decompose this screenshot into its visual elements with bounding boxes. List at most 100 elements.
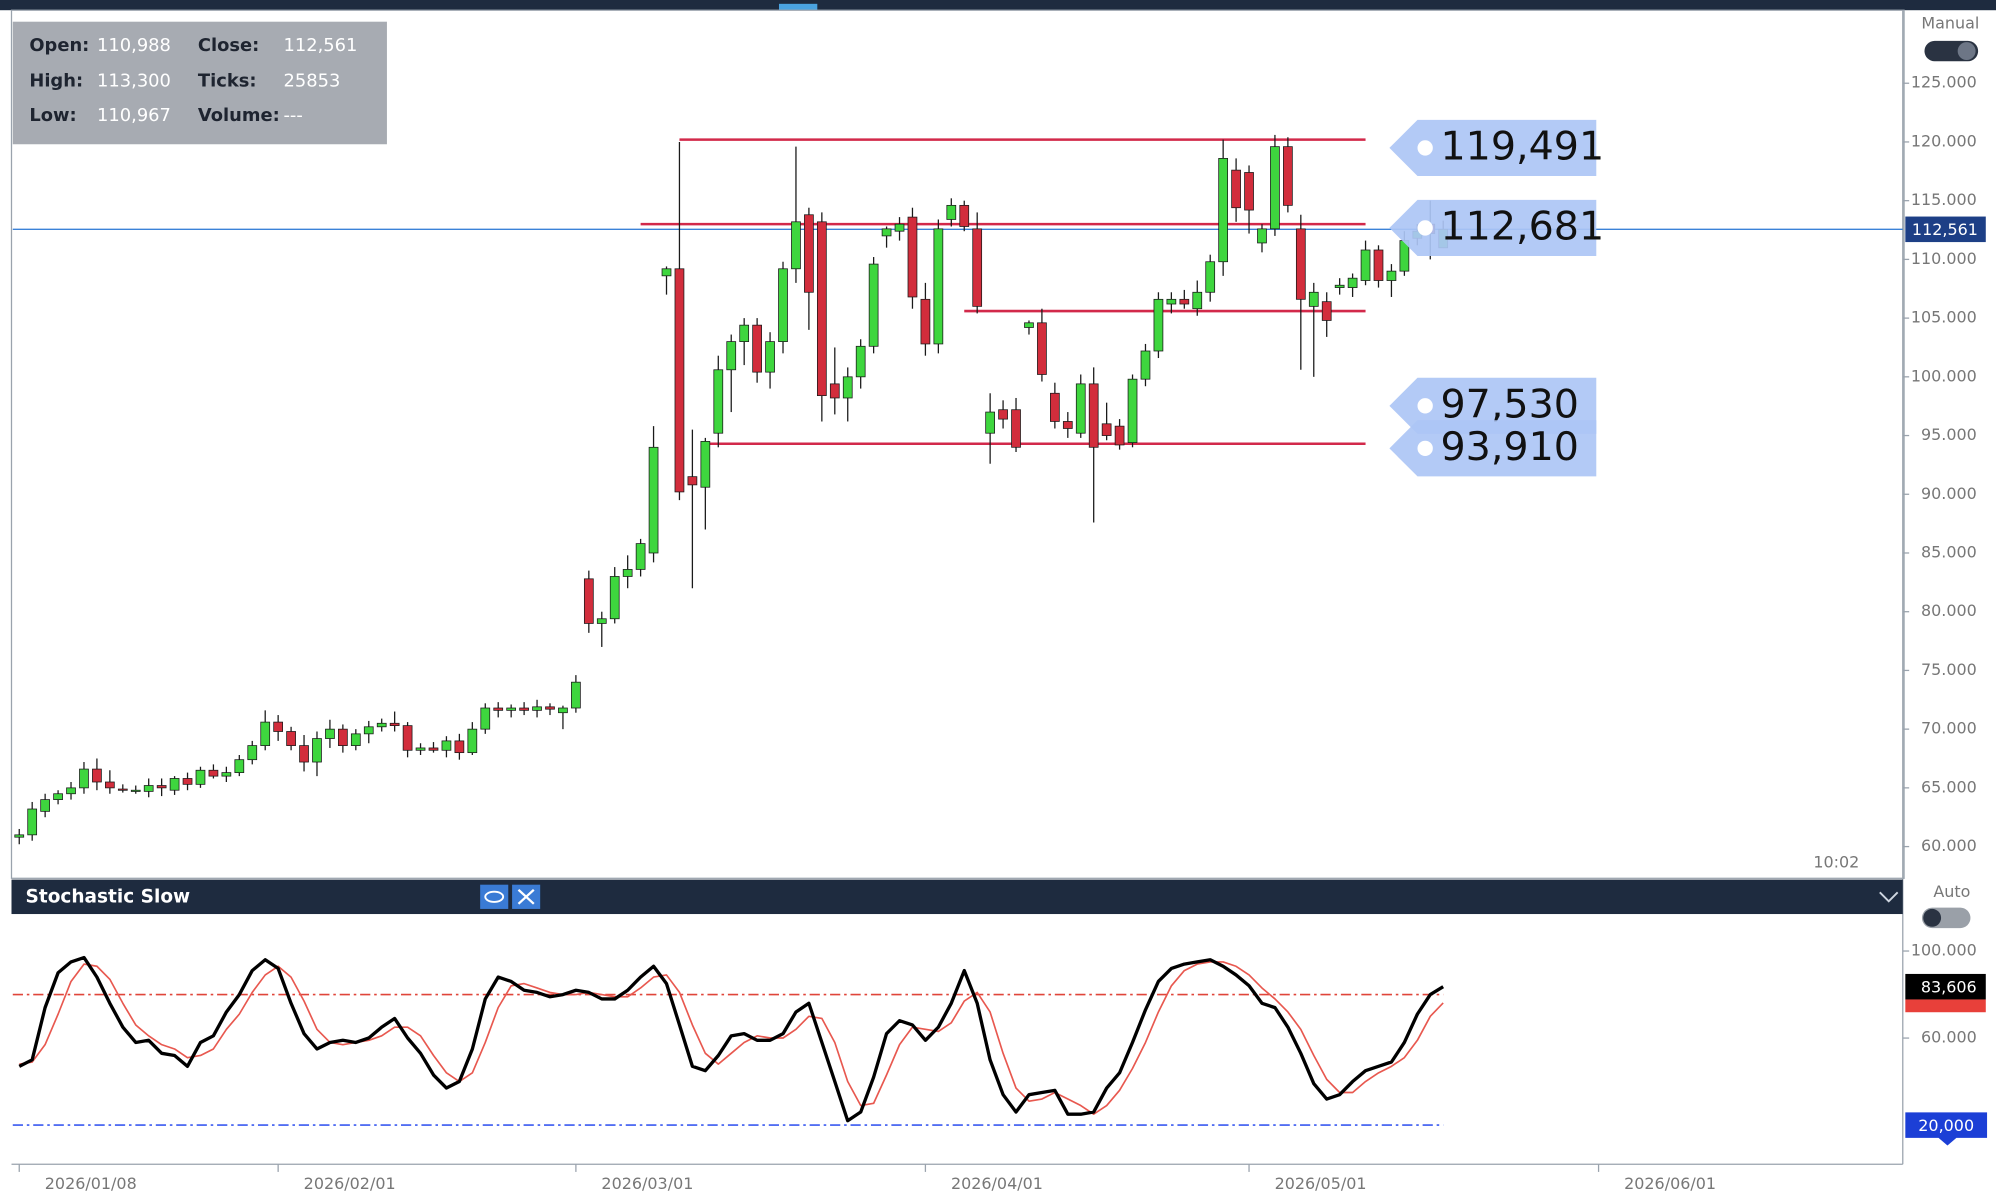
candle-body: [933, 228, 944, 345]
y-tick-label: 80.000: [1921, 601, 1977, 620]
candle-body: [338, 728, 348, 746]
candle-body: [571, 681, 581, 709]
candle-body: [1218, 158, 1229, 263]
candle-body: [622, 569, 633, 577]
candle-body: [558, 707, 568, 714]
candle-body: [27, 808, 38, 836]
y-tick-label: 90.000: [1921, 484, 1977, 503]
candle-body: [1308, 291, 1319, 307]
candle-body: [92, 768, 102, 783]
candle-body: [532, 706, 542, 711]
candle-body: [286, 731, 296, 746]
candle-body: [583, 578, 594, 624]
candle-body: [428, 747, 439, 751]
alert-label: 112,681: [1440, 204, 1604, 250]
alert-dot: [1417, 140, 1433, 156]
alert-label: 97,530: [1440, 382, 1579, 428]
candle-body: [234, 759, 245, 773]
alert-marker: [1389, 420, 1597, 477]
plot-layer: 60.000 65.000 70.000 75.000 80.000 85.000 90.0…: [12, 73, 1988, 1193]
candle-body: [648, 446, 659, 554]
candle-body: [350, 733, 361, 746]
candle-body: [687, 476, 698, 486]
candle-body: [1114, 425, 1125, 446]
candle-body: [1088, 383, 1099, 448]
candle-body: [1205, 261, 1216, 293]
candle-body: [312, 738, 322, 763]
y-tick-label: 100.000: [1911, 366, 1977, 385]
last-price-box: [1905, 216, 1986, 243]
candle-body: [1127, 378, 1138, 443]
candle-body: [1231, 169, 1241, 209]
candle-body: [700, 441, 711, 488]
candle-body: [609, 576, 620, 620]
candle-body: [506, 707, 517, 711]
x-tick-label: 2026/01/08: [45, 1174, 137, 1193]
candle-body: [713, 369, 724, 434]
candle-body: [726, 341, 737, 371]
candle-body: [1373, 249, 1384, 281]
candle-body: [415, 747, 426, 751]
toggle-knob: [1923, 908, 1942, 927]
candle-body: [1062, 421, 1073, 429]
candle-body: [1270, 146, 1280, 230]
last-price-label: 112,561: [1912, 220, 1978, 239]
alert-label: 93,910: [1440, 424, 1579, 470]
candle-body: [402, 725, 413, 751]
y-tick-label: 115.000: [1911, 190, 1977, 209]
candle-body: [985, 411, 995, 434]
info-label: Low:: [29, 105, 76, 126]
stoch-line: [18, 955, 1445, 1123]
candle-body: [195, 769, 206, 785]
info-value: 110,988: [97, 35, 171, 56]
candle-body: [1295, 228, 1306, 300]
collapse-button[interactable]: [1879, 891, 1899, 903]
top-toolbar: [0, 0, 1996, 11]
candle-body: [1192, 291, 1203, 310]
indicator-header: [11, 879, 1903, 915]
y-tick-label: 60.000: [1921, 1028, 1977, 1047]
last-value-box: [1905, 973, 1986, 1000]
alert-label: 119,491: [1440, 124, 1604, 170]
info-label: Open:: [29, 35, 89, 56]
candle-body: [778, 268, 788, 342]
candle-body: [1075, 383, 1086, 434]
candle-body: [959, 204, 970, 227]
y-tick-label: 65.000: [1921, 777, 1977, 796]
scale-mode: Auto: [1933, 882, 1970, 901]
scale-mode: Manual: [1921, 14, 1979, 33]
candle-body: [868, 263, 879, 347]
candle-body: [1050, 392, 1060, 422]
candle-body: [1101, 423, 1112, 436]
x-tick-label: 2026/05/01: [1275, 1174, 1367, 1193]
candle-body: [363, 726, 374, 735]
candle-body: [247, 745, 258, 761]
y-tick-label: 110.000: [1911, 249, 1977, 268]
indicator-title: Stochastic Slow: [26, 886, 191, 907]
candle-body: [1257, 228, 1267, 244]
candle-body: [829, 383, 840, 399]
info-label: Ticks:: [198, 71, 257, 92]
candle-body: [635, 543, 646, 570]
candle-body: [376, 722, 387, 728]
candle-body: [143, 785, 154, 792]
ohlc-info-box: [12, 21, 387, 145]
candle-body: [130, 789, 141, 792]
candle-body: [221, 772, 232, 777]
info-value: 113,300: [97, 71, 171, 92]
candle-body: [545, 706, 555, 710]
toggle-knob: [1957, 42, 1976, 60]
stoch-line: [19, 961, 1444, 1116]
candle-body: [1153, 298, 1164, 352]
info-label: High:: [29, 71, 83, 92]
candle-body: [1347, 277, 1358, 288]
candle-body: [14, 834, 25, 838]
candle-body: [519, 707, 529, 711]
candle-body: [907, 216, 918, 298]
candle-body: [894, 223, 905, 232]
active-tab[interactable]: [778, 3, 818, 11]
candle-body: [441, 740, 452, 751]
candle-body: [661, 268, 672, 277]
candle-body: [1037, 322, 1047, 375]
